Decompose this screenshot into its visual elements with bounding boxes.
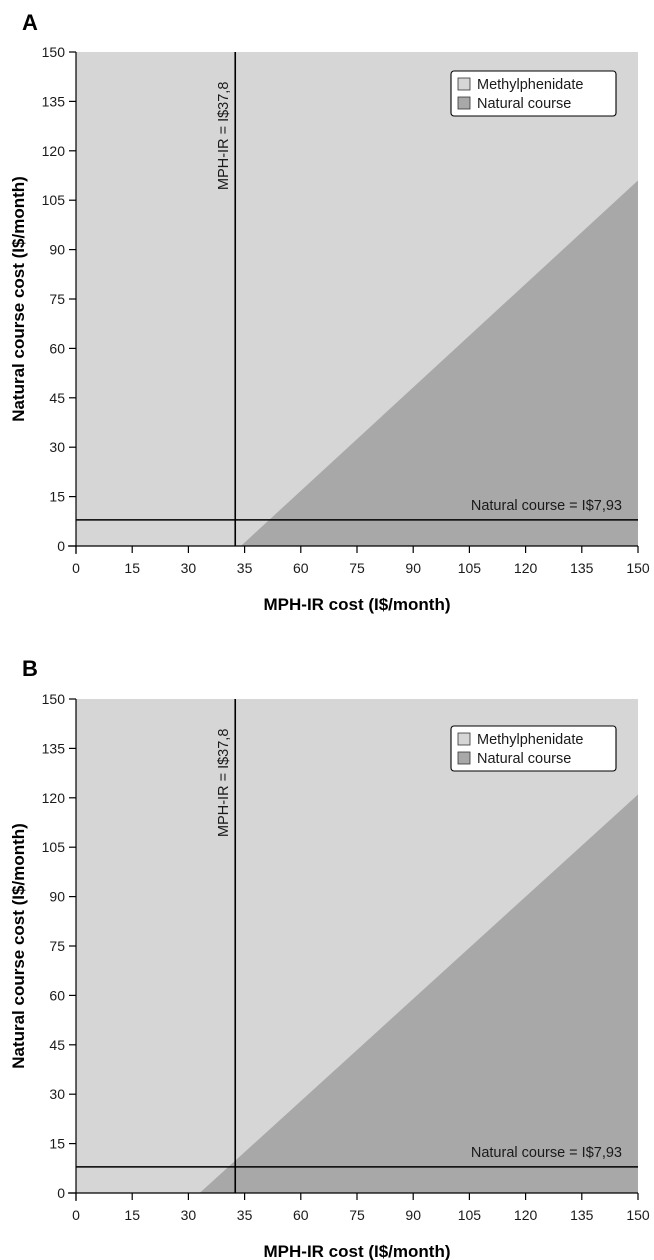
y-tick-label: 30 xyxy=(49,1086,65,1102)
y-tick-label: 90 xyxy=(49,889,65,905)
x-tick-label: 0 xyxy=(72,1207,80,1223)
y-tick-label: 150 xyxy=(42,44,66,60)
x-tick-label: 30 xyxy=(181,560,197,576)
x-tick-label: 120 xyxy=(514,1207,538,1223)
y-tick-label: 45 xyxy=(49,1037,65,1053)
legend-label: Natural course xyxy=(477,96,571,112)
x-tick-label: 105 xyxy=(458,560,482,576)
legend: Methylphenidate Natural course xyxy=(450,725,617,772)
legend-label: Methylphenidate xyxy=(477,732,583,748)
legend-box xyxy=(450,725,617,772)
x-tick-label: 30 xyxy=(181,1207,197,1223)
horizontal-reference-label: Natural course = I$7,93 xyxy=(471,1145,622,1161)
x-tick-label: 0 xyxy=(72,560,80,576)
legend: Methylphenidate Natural course xyxy=(450,70,617,117)
y-tick-label: 135 xyxy=(42,740,66,756)
horizontal-reference-label: Natural course = I$7,93 xyxy=(471,498,622,514)
x-tick-label: 90 xyxy=(405,1207,421,1223)
y-tick-label: 15 xyxy=(49,1136,65,1152)
y-tick-label: 120 xyxy=(42,143,66,159)
y-tick-label: 60 xyxy=(49,987,65,1003)
y-tick-label: 75 xyxy=(49,291,65,307)
x-tick-label: 60 xyxy=(293,1207,309,1223)
x-tick-label: 60 xyxy=(293,560,309,576)
panel-letter: A xyxy=(22,10,38,35)
legend-label: Methylphenidate xyxy=(477,77,583,93)
x-tick-label: 75 xyxy=(349,560,365,576)
legend-swatch xyxy=(457,732,471,746)
y-axis-title: Natural course cost (I$/month) xyxy=(9,823,28,1069)
x-tick-label: 35 xyxy=(237,560,253,576)
y-tick-label: 30 xyxy=(49,439,65,455)
vertical-reference-label: MPH-IR = I$37,8 xyxy=(216,82,232,190)
x-tick-label: 75 xyxy=(349,1207,365,1223)
natural-course-region xyxy=(199,794,638,1193)
x-tick-label: 135 xyxy=(570,1207,594,1223)
x-tick-label: 135 xyxy=(570,560,594,576)
y-tick-label: 120 xyxy=(42,790,66,806)
natural-course-region xyxy=(240,180,638,546)
y-axis-title: Natural course cost (I$/month) xyxy=(9,176,28,422)
y-tick-label: 135 xyxy=(42,93,66,109)
panel-letter: B xyxy=(22,656,38,681)
x-tick-label: 105 xyxy=(458,1207,482,1223)
y-tick-label: 15 xyxy=(49,489,65,505)
y-tick-label: 105 xyxy=(42,839,66,855)
y-tick-label: 0 xyxy=(57,1185,65,1201)
x-tick-label: 15 xyxy=(124,560,140,576)
legend-label: Natural course xyxy=(477,751,571,767)
legend-box xyxy=(450,70,617,117)
x-tick-label: 35 xyxy=(237,1207,253,1223)
legend-swatch xyxy=(457,96,471,110)
y-tick-label: 90 xyxy=(49,242,65,258)
y-tick-label: 75 xyxy=(49,938,65,954)
vertical-reference-label: MPH-IR = I$37,8 xyxy=(216,729,232,837)
x-axis-title: MPH-IR cost (I$/month) xyxy=(264,1242,451,1260)
x-tick-label: 15 xyxy=(124,1207,140,1223)
legend-swatch xyxy=(457,751,471,765)
y-tick-label: 105 xyxy=(42,192,66,208)
legend-swatch xyxy=(457,77,471,91)
y-tick-label: 60 xyxy=(49,340,65,356)
y-tick-label: 0 xyxy=(57,538,65,554)
chart-panel-b: B MPH-IR = I$37,8 Natural course = I$7,93 0… xyxy=(9,656,650,1260)
chart-panel-a: A MPH-IR = I$37,8 Natural course = I$7,93 0… xyxy=(9,10,650,614)
x-tick-label: 90 xyxy=(405,560,421,576)
y-tick-label: 45 xyxy=(49,390,65,406)
y-tick-label: 150 xyxy=(42,691,66,707)
x-tick-label: 150 xyxy=(626,560,650,576)
x-tick-label: 150 xyxy=(626,1207,650,1223)
x-tick-label: 120 xyxy=(514,560,538,576)
x-axis-title: MPH-IR cost (I$/month) xyxy=(264,595,451,614)
